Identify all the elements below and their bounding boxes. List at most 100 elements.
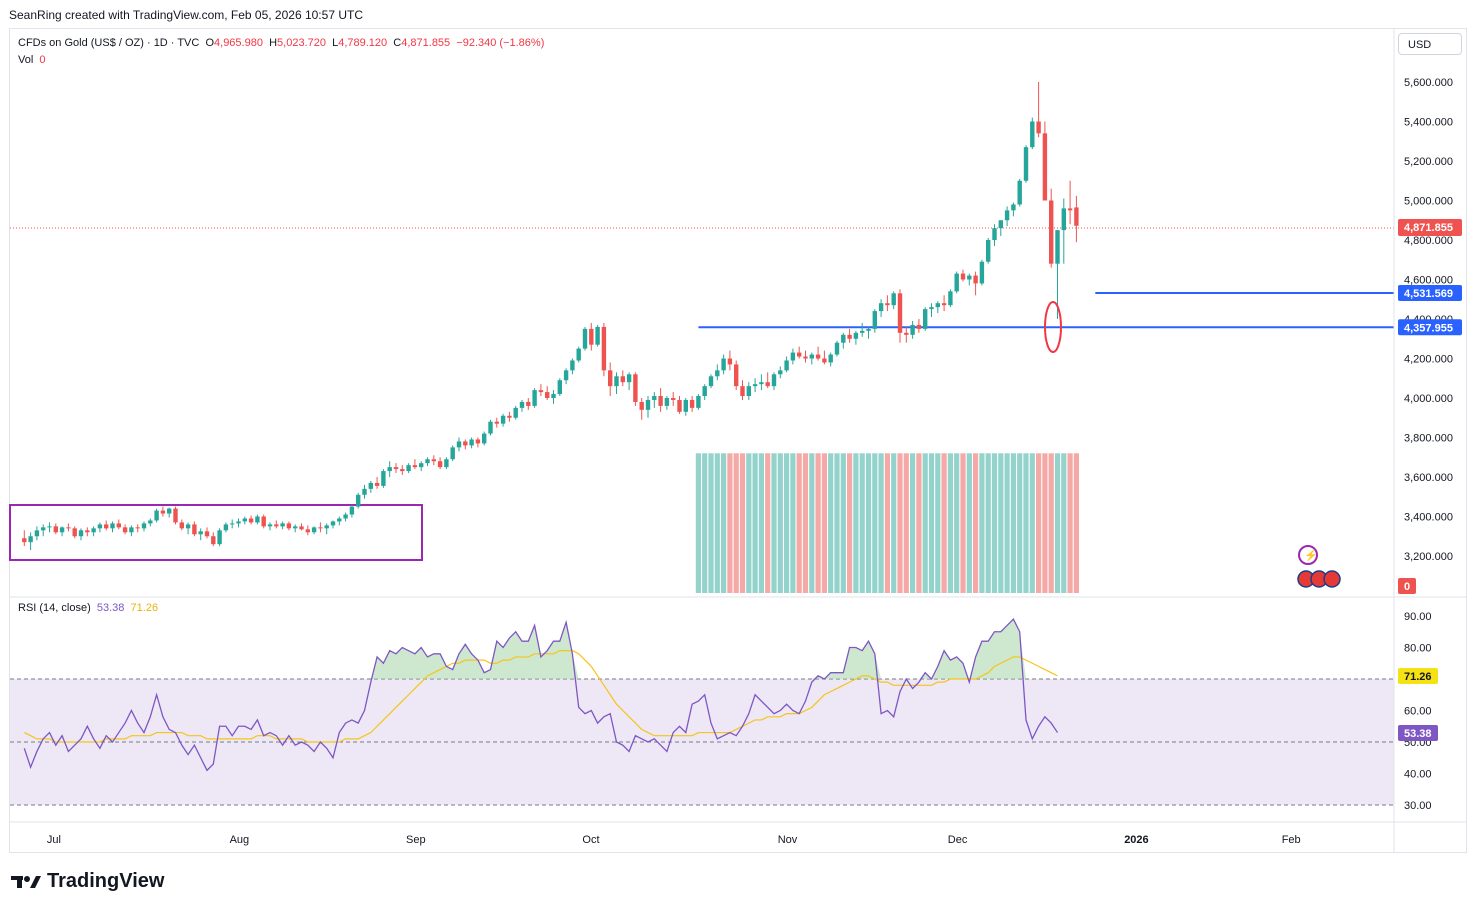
candle-body (1036, 121, 1041, 134)
volume-tag-text: 0 (1404, 581, 1410, 593)
time-tick-label: Sep (406, 834, 426, 846)
candle-body (381, 471, 386, 486)
candle-body (828, 354, 833, 363)
candle-body (740, 386, 745, 397)
open-label: O (205, 37, 215, 49)
rsi-tick-label: 30.00 (1404, 800, 1432, 812)
candle-body (608, 370, 613, 387)
volume-bar (891, 453, 897, 593)
candle-body (267, 524, 273, 527)
price-levels[interactable] (698, 292, 1394, 329)
symbol-name[interactable]: CFDs on Gold (US$ / OZ) · 1D · TVC (18, 37, 200, 49)
time-axis[interactable]: Jul Aug Sep Oct Nov Dec 2026 Feb (47, 834, 1301, 846)
currency-button[interactable]: USD (1398, 33, 1462, 55)
volume-bar (991, 453, 998, 593)
volume-bar (1061, 453, 1067, 593)
candle-body (217, 530, 222, 545)
candle-body (620, 376, 625, 383)
candle-body (923, 309, 928, 329)
candle-body (633, 374, 638, 402)
candle-body (198, 531, 203, 535)
volume-bar (859, 453, 865, 593)
candle-body (185, 524, 191, 529)
candle-body (192, 524, 197, 535)
event-bolt-icon[interactable] (1298, 545, 1318, 565)
candle-body (645, 399, 651, 410)
volume-bar (828, 453, 834, 593)
candle-body (349, 506, 355, 515)
event-icons[interactable]: ⚡ (1297, 545, 1341, 588)
candle-body (696, 396, 701, 408)
candle-body (1004, 210, 1010, 221)
rsi-tag (1398, 725, 1438, 741)
volume-bar (1073, 453, 1079, 593)
candle-body (658, 396, 663, 406)
rsi-label[interactable]: RSI (14, close) (18, 602, 91, 614)
volume-bar (809, 453, 815, 593)
volume-bar (695, 453, 701, 593)
candle-body (437, 461, 443, 468)
volume-bar (935, 453, 941, 593)
candle-body (179, 522, 184, 529)
volume-bar (1036, 453, 1042, 593)
price-axis[interactable]: 5,600.000 5,400.000 5,200.000 5,000.000 4,80… (1404, 77, 1453, 563)
candle-body (318, 527, 323, 529)
candle-body (910, 324, 915, 335)
volume-bar (771, 453, 777, 593)
candle-body (337, 518, 342, 522)
candle-body (34, 530, 40, 537)
candle-body (494, 421, 499, 424)
candle-body (274, 524, 279, 527)
candle-body (538, 390, 544, 393)
volume-bar (1029, 453, 1035, 593)
candle-body (778, 370, 783, 375)
rsi-ma-tag-text: 71.26 (1404, 671, 1432, 683)
time-tick-label: 2026 (1124, 834, 1148, 846)
ohlc-row: CFDs on Gold (US$ / OZ) · 1D · TVC O4,96… (18, 35, 544, 52)
volume-bar (702, 453, 708, 593)
candle-body (803, 356, 808, 359)
candle-body (47, 526, 52, 528)
volume-bar (777, 453, 783, 593)
candle-body (513, 407, 518, 418)
candle-body (885, 303, 890, 306)
candle-body (356, 494, 361, 507)
candle-body (59, 527, 65, 533)
us-flag-icon[interactable] (1323, 570, 1341, 588)
candle-body (500, 415, 506, 424)
candle-body (255, 516, 260, 523)
candle-body (393, 467, 399, 470)
rsi-tick-label: 40.00 (1404, 769, 1432, 781)
candle-body (305, 529, 310, 533)
candle-body (91, 528, 96, 533)
volume-bar (928, 453, 935, 593)
price-tick-label: 5,200.000 (1404, 156, 1453, 168)
tradingview-logo[interactable]: TradingView (11, 870, 164, 893)
consolidation-box[interactable] (9, 504, 423, 561)
rsi-legend[interactable]: RSI (14, close) 53.38 71.26 (18, 602, 158, 614)
candle-body (374, 482, 380, 486)
candle-body (683, 399, 688, 412)
time-tick-label: Oct (582, 834, 599, 846)
volume-bar (878, 453, 884, 593)
candle-body (1074, 207, 1079, 226)
volume-bar (973, 453, 979, 593)
rsi-line (23, 618, 1059, 772)
rsi-band-background (10, 679, 1394, 805)
symbol-legend[interactable]: CFDs on Gold (US$ / OZ) · 1D · TVC O4,96… (18, 35, 544, 69)
volume-bar (815, 453, 821, 593)
candle-body (400, 469, 405, 472)
candle-body (343, 514, 348, 519)
candle-body (771, 374, 777, 387)
volume-bar (954, 453, 960, 593)
close-label: C (393, 37, 402, 49)
volume-label[interactable]: Vol (18, 54, 34, 66)
price-tick-label: 5,000.000 (1404, 196, 1453, 208)
time-tick-label: Jul (47, 834, 61, 846)
candle-body (519, 401, 525, 408)
breakout-highlight-ellipse[interactable] (1044, 301, 1062, 353)
volume-bar (865, 453, 872, 593)
candle-body (456, 441, 462, 448)
